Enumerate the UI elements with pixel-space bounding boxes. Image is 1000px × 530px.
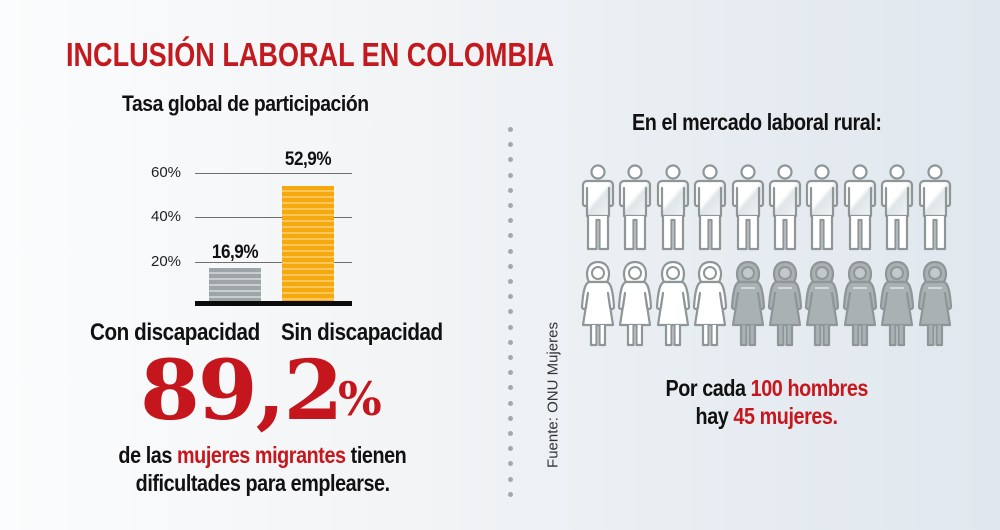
man-icon — [693, 164, 727, 257]
woman-icon-gray — [804, 260, 840, 352]
divider-dot — [508, 233, 513, 239]
divider-dot — [508, 248, 513, 254]
divider-dot — [508, 415, 513, 421]
y-tick-40: 40% — [151, 208, 182, 225]
divider-dot — [508, 127, 513, 132]
woman-icon-white — [580, 260, 616, 352]
divider-dot — [508, 370, 513, 376]
woman-icon-white — [655, 260, 691, 352]
rural-title: En el mercado laboral rural: — [632, 109, 882, 135]
y-tick-20: 20% — [151, 253, 182, 270]
category-label: Sin discapacidad — [281, 319, 443, 346]
divider-dot — [508, 476, 513, 482]
woman-icon-white — [692, 260, 728, 352]
divider-dot — [508, 294, 513, 300]
man-icon — [581, 164, 615, 257]
man-icon — [731, 164, 765, 257]
chart-baseline — [195, 301, 352, 306]
divider-dot — [508, 400, 513, 406]
highlight-text: 45 mujeres. — [733, 403, 839, 429]
divider-dot — [508, 187, 513, 193]
gridline-40 — [195, 217, 352, 218]
man-icon — [843, 164, 877, 257]
bar-sin-discapacidad — [282, 186, 334, 302]
chart-title: Tasa global de participación — [122, 91, 369, 116]
migrant-stat-number: 89,2 — [140, 343, 343, 439]
divider-dot — [508, 385, 513, 391]
bar-value-label: 52,9% — [284, 149, 332, 170]
divider-dot — [508, 142, 513, 148]
divider-dot — [508, 446, 513, 452]
divider-dot — [508, 309, 513, 315]
divider-dot — [508, 157, 513, 163]
divider-dot — [508, 491, 513, 497]
divider-dot — [508, 263, 513, 269]
rural-caption-line1: Por cada 100 hombres — [665, 375, 869, 401]
highlight-text: 100 hombres — [750, 375, 869, 401]
man-icon — [918, 164, 952, 257]
migrant-description-line1: de las mujeres migrantes tienen — [118, 442, 407, 468]
divider-dot — [508, 431, 513, 436]
infographic-title: INCLUSIÓN LABORAL EN COLOMBIA — [66, 36, 555, 73]
man-icon — [768, 164, 802, 257]
migrant-stat-percent: % — [338, 372, 382, 426]
bar-con-discapacidad — [209, 268, 261, 302]
woman-icon-white — [617, 260, 653, 352]
divider-dot — [508, 461, 513, 467]
woman-icon-gray — [842, 260, 878, 352]
woman-icon-gray — [730, 260, 766, 352]
woman-icon-gray — [879, 260, 915, 352]
divider-dot — [508, 279, 513, 284]
rural-caption-line2: hay 45 mujeres. — [695, 403, 839, 429]
man-icon — [880, 164, 914, 257]
highlight-text: mujeres migrantes — [177, 442, 346, 468]
gridline-20 — [195, 262, 352, 263]
bar-value-label: 16,9% — [211, 242, 259, 263]
category-label: Con discapacidad — [90, 319, 260, 346]
man-icon — [618, 164, 652, 257]
divider-dot — [508, 172, 513, 178]
migrant-description-line2: dificultades para emplearse. — [135, 470, 390, 496]
gridline-60 — [195, 173, 352, 174]
divider-dot — [508, 324, 513, 330]
divider-dot — [508, 339, 513, 345]
man-icon — [805, 164, 839, 257]
divider-dot — [508, 218, 513, 224]
y-tick-60: 60% — [151, 164, 182, 181]
divider-dot — [508, 203, 513, 208]
man-icon — [656, 164, 690, 257]
woman-icon-gray — [917, 260, 953, 352]
divider-dot — [508, 355, 513, 360]
woman-icon-gray — [767, 260, 803, 352]
